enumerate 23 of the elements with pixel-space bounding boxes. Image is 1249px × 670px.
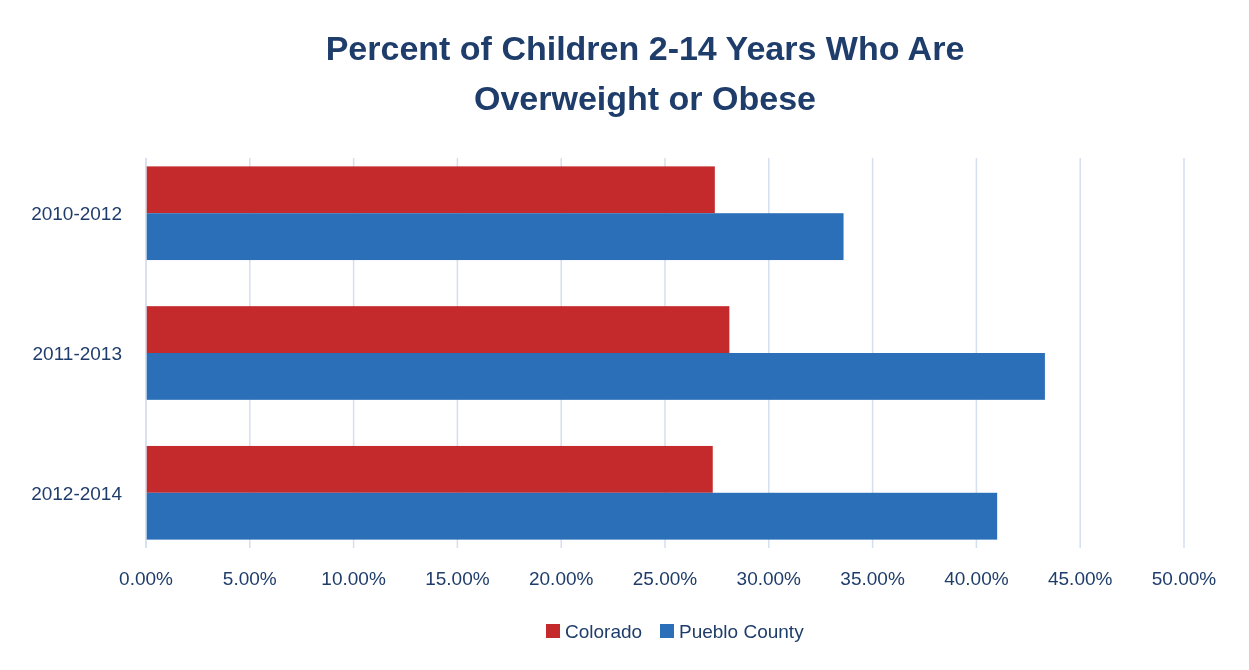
bar — [146, 213, 844, 261]
x-tick-label: 20.00% — [528, 568, 594, 589]
x-tick-label: 50.00% — [1151, 568, 1217, 589]
bar — [146, 492, 998, 540]
legend-label: Colorado — [565, 621, 643, 642]
legend-label: Pueblo County — [679, 621, 805, 642]
y-tick-label: 2011-2013 — [32, 343, 122, 364]
bar — [146, 306, 730, 353]
x-tick-label: 45.00% — [1047, 568, 1113, 589]
x-tick-label: 10.00% — [321, 568, 386, 589]
x-tick-label: 0.00% — [119, 568, 174, 589]
bar — [146, 166, 715, 214]
y-tick-label: 2012-2014 — [31, 482, 123, 504]
y-tick-label: 2010-2012 — [31, 203, 122, 225]
x-tick-label: 15.00% — [425, 568, 490, 589]
chart-title: Percent of Children 2-14 Years Who Are Overweight or Obese — [325, 29, 965, 117]
x-tick-label: 5.00% — [222, 568, 277, 589]
bar — [146, 353, 1045, 400]
x-tick-label: 25.00% — [632, 568, 698, 589]
x-tick-label: 30.00% — [736, 568, 802, 589]
x-tick-label: 35.00% — [840, 568, 905, 589]
x-tick-label: 40.00% — [944, 568, 1009, 589]
bar — [146, 445, 713, 493]
